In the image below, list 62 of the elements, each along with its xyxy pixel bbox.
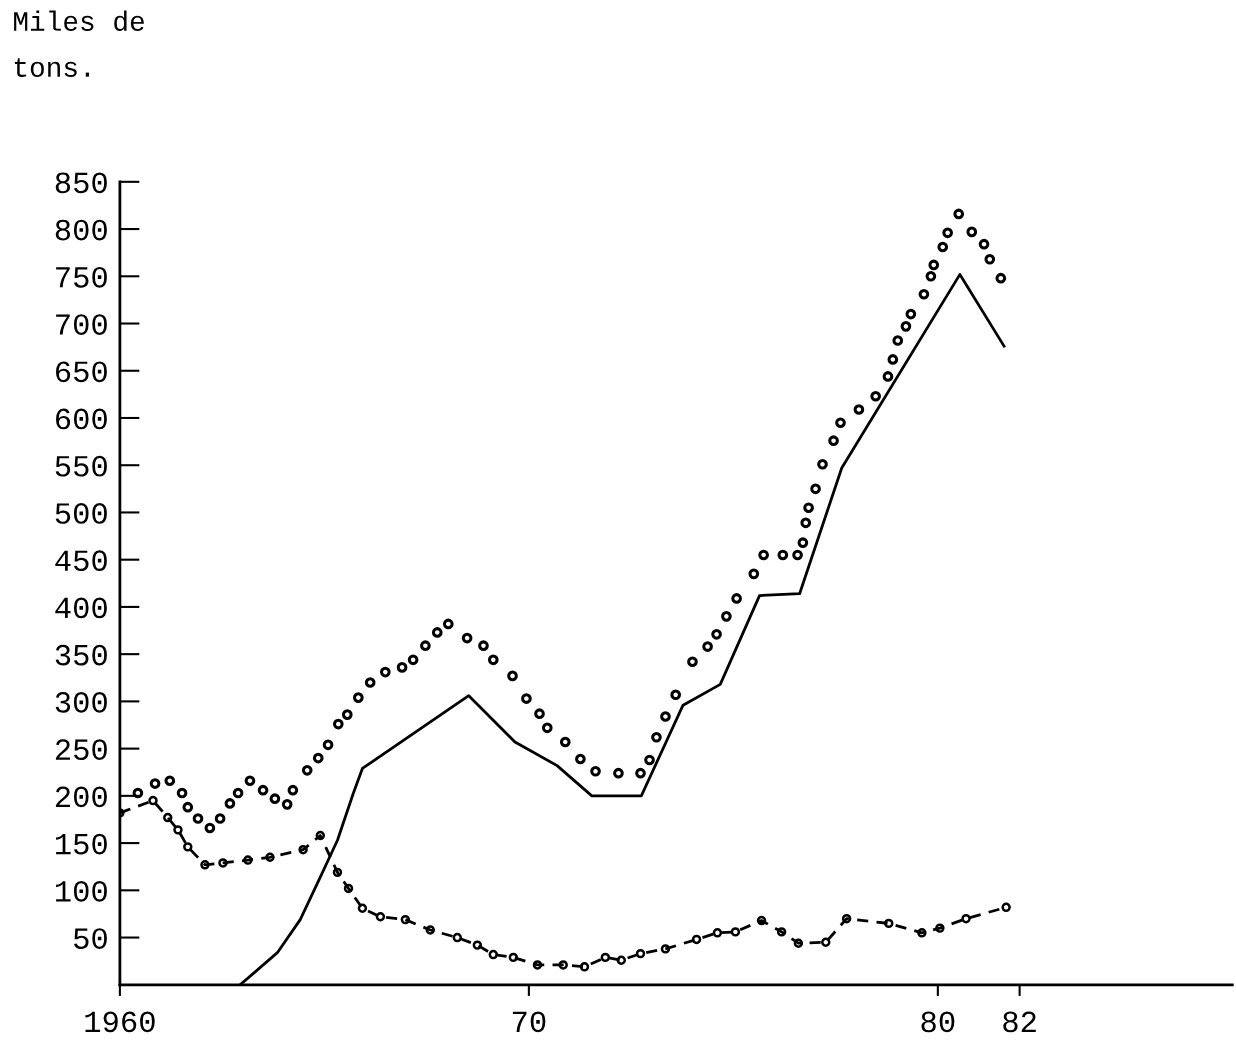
- point: [218, 858, 228, 868]
- x-tick-label: 70: [512, 1011, 546, 1033]
- point: [884, 918, 894, 929]
- point: [472, 940, 483, 950]
- y-tick-label: 700: [56, 314, 107, 335]
- y-tick-label: 500: [55, 503, 107, 524]
- point: [265, 852, 275, 862]
- y-axis-title: Miles de tons.: [14, 10, 144, 77]
- point: [532, 960, 543, 970]
- y-tick-label: 450: [55, 550, 107, 572]
- point: [488, 949, 498, 960]
- point: [756, 915, 767, 926]
- point: [173, 825, 183, 835]
- point: [298, 844, 308, 855]
- point: [776, 927, 787, 937]
- point: [508, 952, 519, 963]
- point: [183, 842, 193, 852]
- y-tick-label: 750: [56, 266, 107, 288]
- x-tick-label: 1960: [85, 1011, 155, 1033]
- point: [558, 960, 568, 970]
- x-tick-label: 80: [921, 1011, 955, 1033]
- point: [793, 938, 804, 948]
- point: [200, 860, 210, 870]
- point: [821, 937, 831, 947]
- point: [600, 952, 611, 963]
- point: [400, 914, 411, 925]
- y-tick-label: 50: [74, 928, 107, 949]
- point: [660, 944, 671, 954]
- y-tick-label: 800: [55, 219, 107, 241]
- x-tick-label: 82: [1003, 1011, 1036, 1033]
- y-tick-label: 200: [55, 786, 107, 808]
- point: [730, 927, 741, 937]
- point: [375, 912, 386, 922]
- point: [148, 795, 158, 806]
- point: [616, 955, 627, 965]
- point: [841, 913, 852, 924]
- point: [357, 903, 368, 913]
- point: [691, 934, 702, 945]
- point: [635, 948, 646, 959]
- y-tick-label: 350: [55, 644, 107, 666]
- y-tick-label: 150: [55, 833, 107, 855]
- y-tick-label: 100: [55, 880, 107, 902]
- y-tick-label: 400: [55, 597, 107, 619]
- y-tick-label: 600: [56, 408, 107, 430]
- point: [343, 883, 354, 894]
- point: [1001, 902, 1011, 913]
- point: [917, 928, 927, 938]
- point: [243, 855, 253, 865]
- point: [315, 830, 326, 841]
- point: [163, 812, 173, 823]
- y-tick-label: 250: [55, 739, 107, 760]
- point: [452, 932, 463, 943]
- point: [579, 962, 590, 972]
- point: [961, 913, 971, 924]
- point: [935, 923, 945, 933]
- y-tick-label: 650: [56, 361, 107, 383]
- y-tick-label: 850: [55, 172, 107, 194]
- point: [425, 925, 436, 935]
- point: [332, 867, 343, 878]
- y-tick-label: 550: [55, 455, 107, 477]
- point: [712, 928, 723, 938]
- y-tick-label: 300: [55, 692, 107, 713]
